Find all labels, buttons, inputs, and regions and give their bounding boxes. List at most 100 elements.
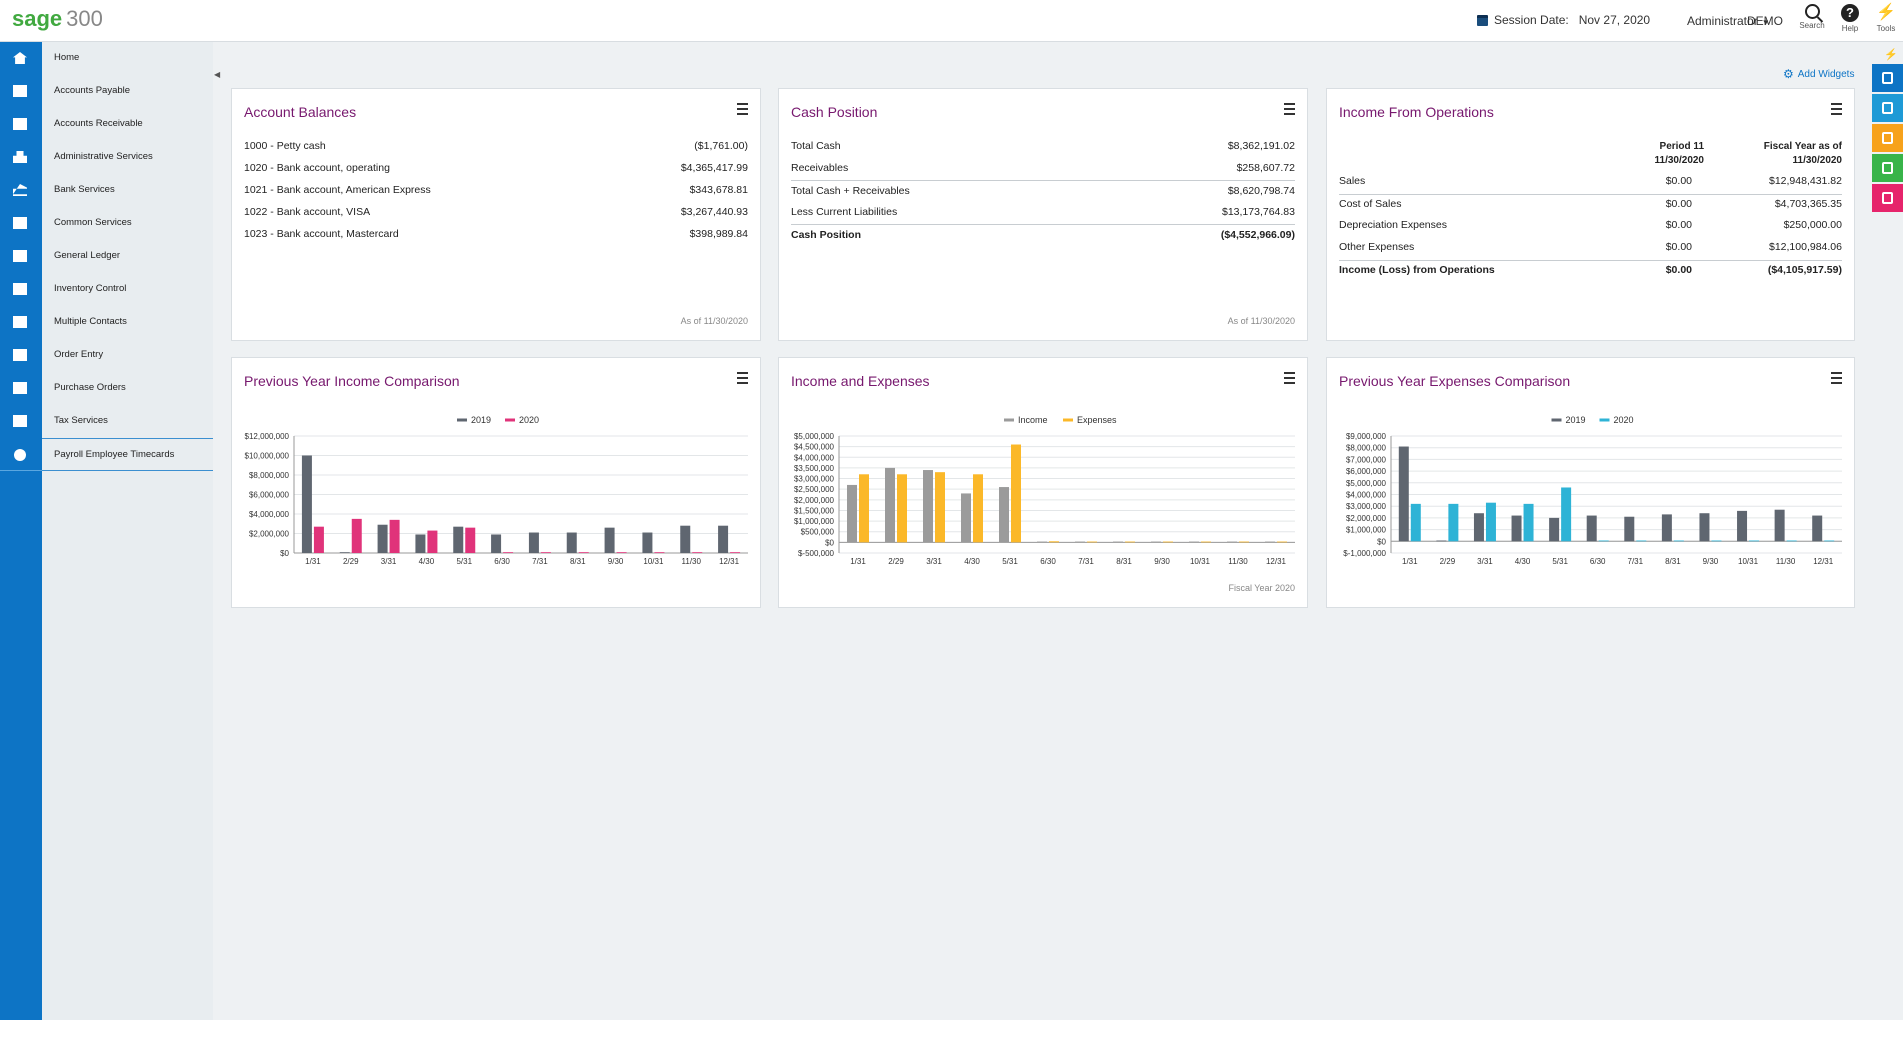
bar-expenses-10/31 — [1201, 541, 1211, 543]
table-row[interactable]: Total Cash $8,362,191.02 — [791, 140, 1295, 156]
table-row[interactable]: Total Cash + Receivables $8,620,798.74 — [791, 185, 1295, 201]
table-row[interactable]: Less Current Liabilities $13,173,764.83 — [791, 206, 1295, 222]
bar-2019-2/29 — [1436, 540, 1447, 542]
x-tick-label: 10/31 — [643, 557, 664, 566]
sidebar-item-tax-services[interactable]: Tax Services — [54, 415, 108, 426]
table-row[interactable]: 1000 - Petty cash ($1,761.00) — [244, 140, 748, 156]
x-tick-label: 6/30 — [494, 557, 510, 566]
bar-2020-5/31 — [1561, 487, 1572, 542]
row-label: Sales — [1339, 175, 1366, 187]
bar-2019-9/30 — [604, 527, 615, 553]
table-row[interactable]: Sales $0.00 $12,948,431.82 — [1339, 175, 1842, 191]
table-row[interactable]: 1023 - Bank account, Mastercard $398,989.… — [244, 228, 748, 244]
bar-2019-7/31 — [528, 532, 539, 553]
table-row[interactable]: Depreciation Expenses $0.00 $250,000.00 — [1339, 219, 1842, 235]
lock-icon[interactable] — [12, 150, 28, 164]
table-row[interactable]: Cash Position ($4,552,966.09) — [791, 229, 1295, 245]
bar-2020-2/29 — [1448, 503, 1459, 542]
home-icon[interactable] — [12, 51, 28, 65]
widget-menu-icon[interactable] — [1284, 372, 1295, 387]
period-header-line2: 11/30/2020 — [1654, 155, 1705, 166]
sidebar-item-administrative-services[interactable]: Administrative Services — [54, 151, 153, 162]
y-tick-label: $-1,000,000 — [1343, 549, 1386, 558]
windows-button[interactable] — [1872, 64, 1903, 92]
bank-icon[interactable] — [12, 183, 28, 197]
sidebar-item-home[interactable]: Home — [54, 52, 80, 63]
order-entry-icon[interactable] — [12, 348, 28, 362]
row-label: 1020 - Bank account, operating — [244, 162, 390, 174]
search-button[interactable]: Search — [1798, 4, 1826, 30]
row-amount: $3,267,440.93 — [680, 206, 748, 218]
tools-button[interactable]: ⚡ Tools — [1872, 4, 1900, 33]
bar-income-3/31 — [923, 470, 933, 543]
documents-button[interactable] — [1872, 154, 1903, 182]
sidebar-item-multiple-contacts[interactable]: Multiple Contacts — [54, 316, 127, 327]
table-row[interactable]: Income (Loss) from Operations $0.00 ($4,10… — [1339, 264, 1842, 280]
widget-menu-icon[interactable] — [737, 372, 748, 387]
widget-title: Previous Year Expenses Comparison — [1339, 373, 1571, 389]
widget-menu-icon[interactable] — [737, 103, 748, 118]
briefcase-icon[interactable] — [12, 216, 28, 230]
row-label: 1022 - Bank account, VISA — [244, 206, 371, 218]
sidebar-item-payroll-employee-timecards[interactable]: Payroll Employee Timecards — [54, 449, 175, 460]
sidebar-item-order-entry[interactable]: Order Entry — [54, 349, 104, 360]
bar-2019-11/30 — [680, 525, 691, 553]
table-row[interactable]: Cost of Sales $0.00 $4,703,365.35 — [1339, 198, 1842, 214]
bar-income-12/31 — [1265, 541, 1275, 543]
help-button[interactable]: ? Help — [1836, 4, 1864, 33]
table-row[interactable]: 1020 - Bank account, operating $4,365,417… — [244, 162, 748, 178]
folder-icon[interactable] — [12, 249, 28, 263]
accounts-payable-icon[interactable] — [12, 84, 28, 98]
accounts-receivable-icon[interactable] — [12, 117, 28, 131]
x-tick-label: 5/31 — [1552, 557, 1568, 566]
sidebar-item-accounts-receivable[interactable]: Accounts Receivable — [54, 118, 143, 129]
inventory-icon[interactable] — [12, 282, 28, 296]
x-tick-label: 10/31 — [1190, 557, 1211, 566]
session-date[interactable]: Session Date: Nov 27, 2020 — [1477, 13, 1650, 27]
reports-button[interactable] — [1872, 124, 1903, 152]
x-tick-label: 2/29 — [1440, 557, 1456, 566]
bar-2020-4/30 — [427, 530, 438, 553]
screen-icon — [1882, 102, 1893, 114]
sidebar-item-general-ledger[interactable]: General Ledger — [54, 250, 121, 261]
right-tool-rail: ⚡ — [1872, 42, 1903, 1020]
bar-income-7/31 — [1075, 541, 1085, 543]
x-tick-label: 8/31 — [1116, 557, 1132, 566]
user-menu[interactable]: Administrator ▼ — [1687, 14, 1770, 28]
bar-2019-3/31 — [1473, 513, 1484, 542]
screens-button[interactable] — [1872, 94, 1903, 122]
y-tick-label: $2,000,000 — [1346, 514, 1387, 523]
add-widgets-link[interactable]: ⚙ Add Widgets — [1783, 67, 1854, 81]
table-row[interactable]: 1021 - Bank account, American Express $34… — [244, 184, 748, 200]
y-tick-label: $0 — [280, 549, 289, 558]
income-comparison-chart: 2019 2020 $12,000,000 $10,000,000 $8,000,000… — [245, 415, 748, 566]
sidebar-item-purchase-orders[interactable]: Purchase Orders — [54, 382, 126, 393]
sidebar-item-accounts-payable[interactable]: Accounts Payable — [54, 85, 131, 96]
table-row[interactable]: 1022 - Bank account, VISA $3,267,440.93 — [244, 206, 748, 222]
logo-number: 300 — [66, 6, 103, 31]
purchase-orders-icon[interactable] — [12, 381, 28, 395]
sidebar-item-bank-services[interactable]: Bank Services — [54, 184, 115, 195]
sidebar-item-inventory-control[interactable]: Inventory Control — [54, 283, 127, 294]
sidebar-item-common-services[interactable]: Common Services — [54, 217, 132, 228]
x-tick-label: 9/30 — [608, 557, 624, 566]
y-tick-label: $10,000,000 — [245, 452, 290, 461]
edit-button[interactable] — [1872, 184, 1903, 212]
document-icon — [1882, 162, 1893, 174]
tax-icon[interactable] — [12, 414, 28, 428]
pin-button[interactable]: ⚡ — [1872, 46, 1903, 62]
bar-2019-6/30 — [491, 534, 502, 553]
window-icon — [1882, 72, 1893, 84]
widget-menu-icon[interactable] — [1831, 103, 1842, 118]
table-row[interactable]: Receivables $258,607.72 — [791, 162, 1295, 178]
collapse-sidebar-icon[interactable]: ◀ — [214, 70, 221, 79]
clock-icon[interactable] — [12, 448, 28, 462]
y-tick-label: $0 — [825, 538, 834, 547]
pencil-icon — [1882, 192, 1893, 204]
widget-menu-icon[interactable] — [1284, 103, 1295, 118]
sage-logo[interactable]: sage 300 — [12, 6, 103, 32]
y-tick-label: $3,500,000 — [794, 464, 835, 473]
table-row[interactable]: Other Expenses $0.00 $12,100,984.06 — [1339, 241, 1842, 257]
widget-menu-icon[interactable] — [1831, 372, 1842, 387]
contacts-icon[interactable] — [12, 315, 28, 329]
